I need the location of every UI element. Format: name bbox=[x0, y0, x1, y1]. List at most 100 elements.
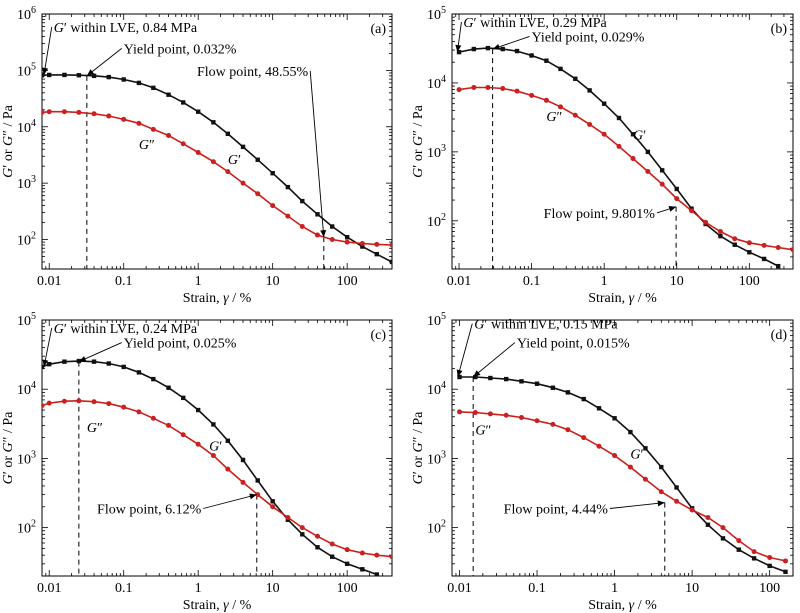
x-tick-label: 1 bbox=[611, 581, 618, 596]
loss-modulus-point bbox=[285, 515, 291, 521]
storage-modulus-line bbox=[42, 360, 378, 576]
y-tick-label: 103 bbox=[17, 174, 36, 192]
loss-modulus-point bbox=[374, 241, 380, 247]
storage-modulus-point bbox=[91, 359, 97, 364]
loss-modulus-point bbox=[315, 533, 321, 539]
y-tick-label: 103 bbox=[427, 143, 446, 161]
y-tick-label: 103 bbox=[17, 449, 36, 467]
annotation-label: G′ within LVE, 0.29 MPa bbox=[463, 16, 607, 31]
annotation-arrow bbox=[472, 342, 516, 378]
loss-modulus-point bbox=[782, 558, 788, 564]
loss-modulus-point bbox=[503, 412, 509, 418]
storage-modulus-point bbox=[529, 53, 534, 58]
y-tick-label: 104 bbox=[17, 380, 36, 398]
loss-modulus-point bbox=[329, 237, 335, 243]
loss-modulus-point bbox=[344, 239, 350, 245]
loss-modulus-point bbox=[180, 141, 186, 147]
storage-modulus-point bbox=[106, 74, 111, 80]
panel-label: (c) bbox=[370, 328, 386, 343]
storage-modulus-point bbox=[360, 567, 365, 572]
loss-modulus-point bbox=[703, 219, 709, 225]
loss-modulus-point bbox=[751, 549, 757, 555]
y-tick-label: 102 bbox=[427, 212, 446, 230]
loss-modulus-point bbox=[775, 245, 781, 251]
annotation-label: Flow point, 4.44% bbox=[504, 502, 609, 517]
x-tick-label: 10 bbox=[670, 274, 684, 289]
y-axis-label: G′ or G″ / Pa bbox=[1, 104, 16, 177]
storage-modulus-point bbox=[121, 77, 126, 82]
loss-modulus-point bbox=[658, 489, 664, 495]
annotation-arrowhead bbox=[320, 229, 327, 238]
loss-modulus-point bbox=[642, 476, 648, 482]
x-tick-label: 0.01 bbox=[37, 581, 62, 596]
storage-modulus-point bbox=[500, 46, 505, 52]
loss-modulus-point bbox=[210, 159, 216, 165]
loss-modulus-point bbox=[270, 203, 276, 209]
x-tick-label: 10 bbox=[266, 274, 280, 289]
annotation-arrowhead bbox=[657, 500, 665, 507]
loss-modulus-point bbox=[61, 109, 67, 115]
loss-modulus-point bbox=[61, 398, 67, 404]
plot-frame bbox=[41, 13, 393, 270]
storage-modulus-label: G′ bbox=[633, 129, 646, 144]
loss-modulus-point bbox=[720, 525, 726, 531]
loss-modulus-point bbox=[790, 247, 793, 253]
loss-modulus-point bbox=[596, 443, 602, 449]
loss-modulus-point bbox=[456, 87, 462, 93]
loss-modulus-point bbox=[717, 228, 723, 234]
x-axis-label: Strain, γ / % bbox=[588, 291, 657, 306]
storage-modulus-point bbox=[587, 88, 592, 93]
storage-modulus-point bbox=[471, 46, 477, 52]
storage-modulus-point bbox=[211, 422, 216, 427]
storage-modulus-point bbox=[330, 554, 335, 559]
loss-modulus-point bbox=[374, 552, 380, 558]
loss-modulus-point bbox=[557, 104, 563, 110]
annotation-arrowhead bbox=[42, 67, 49, 75]
x-tick-label: 100 bbox=[759, 581, 780, 596]
loss-modulus-point bbox=[240, 180, 246, 186]
annotation-arrow bbox=[457, 323, 473, 378]
storage-modulus-point bbox=[300, 532, 305, 537]
plot-frame bbox=[451, 319, 794, 577]
loss-modulus-point bbox=[166, 422, 172, 428]
loss-modulus-point bbox=[359, 550, 365, 556]
loss-modulus-point bbox=[581, 435, 587, 441]
annotation-arrowhead bbox=[456, 369, 463, 378]
storage-modulus-point bbox=[91, 73, 97, 79]
storage-modulus-point bbox=[456, 49, 462, 55]
storage-modulus-label: G′ bbox=[209, 440, 222, 455]
y-tick-label: 102 bbox=[427, 519, 446, 537]
x-tick-label: 100 bbox=[337, 274, 358, 289]
storage-modulus-label: G′ bbox=[228, 153, 241, 168]
storage-modulus-point bbox=[225, 131, 231, 137]
loss-modulus-point bbox=[659, 181, 665, 187]
y-tick-label: 105 bbox=[427, 311, 446, 329]
loss-modulus-point bbox=[121, 404, 127, 410]
loss-modulus-point bbox=[270, 504, 276, 510]
storage-modulus-point bbox=[645, 149, 651, 155]
loss-modulus-point bbox=[550, 421, 556, 427]
loss-modulus-point bbox=[299, 224, 305, 230]
loss-modulus-point bbox=[46, 109, 52, 115]
storage-modulus-point bbox=[300, 198, 305, 204]
panel-label: (a) bbox=[370, 22, 386, 37]
annotation-arrow bbox=[86, 48, 122, 77]
loss-modulus-point bbox=[705, 515, 711, 521]
storage-modulus-point bbox=[195, 109, 201, 114]
loss-modulus-label: G″ bbox=[87, 421, 103, 436]
y-axis-label: G′ or G″ / Pa bbox=[1, 411, 16, 484]
loss-modulus-point bbox=[674, 196, 680, 202]
storage-modulus-point bbox=[558, 66, 563, 72]
annotation-arrowhead bbox=[86, 69, 95, 76]
storage-modulus-point bbox=[751, 556, 757, 561]
loss-modulus-point bbox=[534, 418, 540, 424]
x-tick-label: 0.01 bbox=[447, 581, 472, 596]
panel-a: 0.01 0.1 1 10 100 102 103 104 105 106 Strain, γ / … bbox=[1, 5, 393, 306]
annotation-arrowhead bbox=[473, 370, 481, 378]
storage-modulus-point bbox=[601, 101, 607, 106]
panel-label: (b) bbox=[771, 22, 788, 37]
loss-modulus-point bbox=[91, 111, 97, 117]
loss-modulus-point bbox=[518, 415, 524, 421]
annotation-label: G′ within LVE, 0.24 MPa bbox=[54, 322, 198, 337]
